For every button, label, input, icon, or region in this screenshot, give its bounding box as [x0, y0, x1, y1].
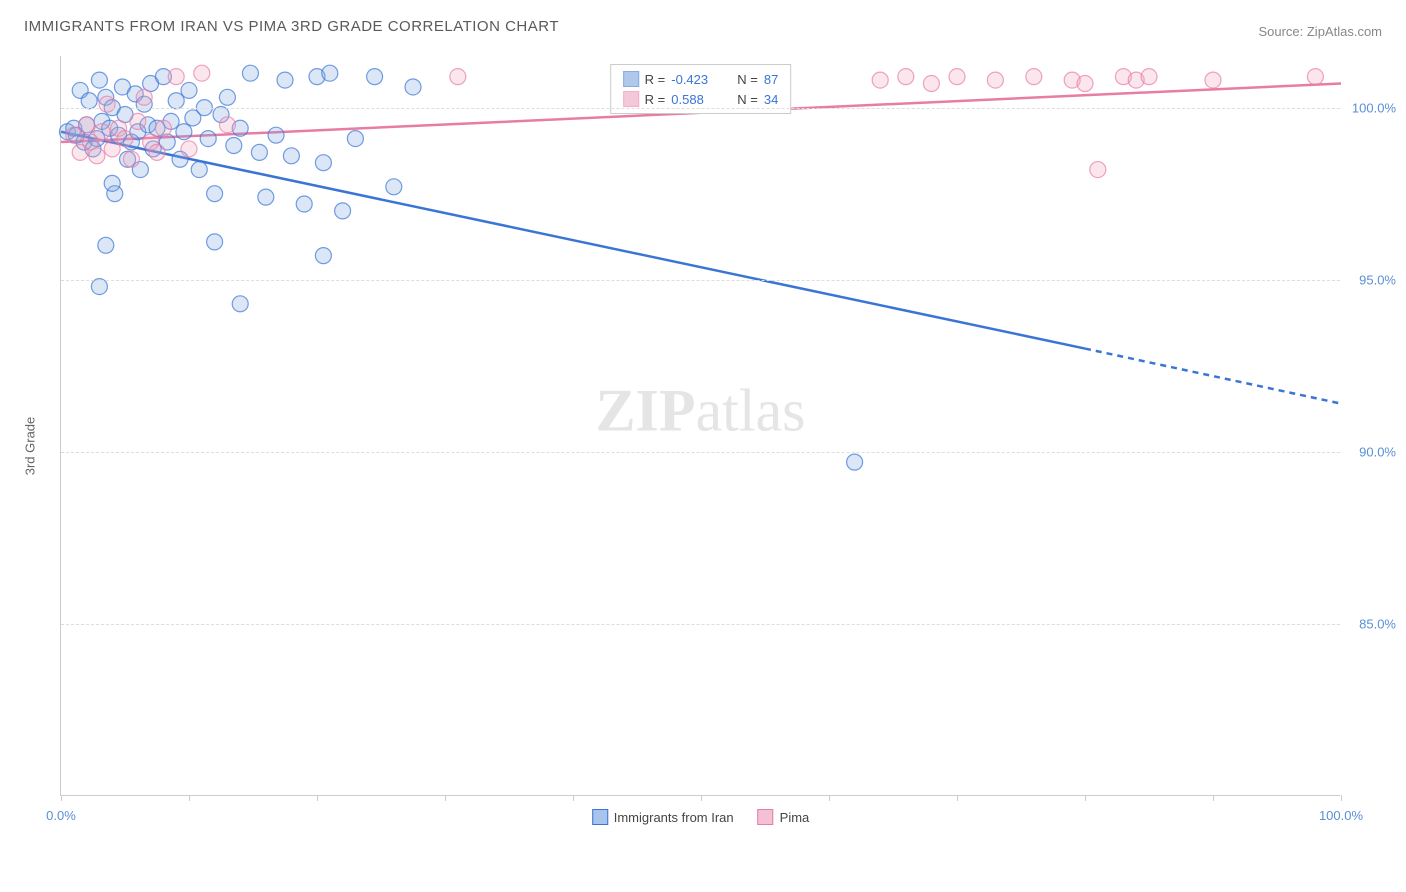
data-point — [207, 186, 223, 202]
data-point — [1026, 69, 1042, 85]
legend-item: Immigrants from Iran — [592, 809, 734, 825]
data-point — [1205, 72, 1221, 88]
xtick — [829, 795, 830, 801]
data-point — [232, 296, 248, 312]
gridline — [61, 108, 1340, 109]
data-point — [219, 89, 235, 105]
xtick — [317, 795, 318, 801]
legend-swatch — [623, 91, 639, 107]
data-point — [949, 69, 965, 85]
data-point — [200, 131, 216, 147]
data-point — [386, 179, 402, 195]
data-point — [1141, 69, 1157, 85]
regression-line-dashed — [1085, 349, 1341, 404]
y-axis-label: 3rd Grade — [23, 417, 38, 476]
data-point — [181, 141, 197, 157]
data-point — [872, 72, 888, 88]
data-point — [207, 234, 223, 250]
data-point — [104, 175, 120, 191]
stats-legend: R =-0.423N =87R =0.588N =34 — [610, 64, 792, 114]
data-point — [94, 124, 110, 140]
data-point — [194, 65, 210, 81]
data-point — [89, 148, 105, 164]
legend-item: Pima — [758, 809, 810, 825]
data-point — [251, 144, 267, 160]
data-point — [268, 127, 284, 143]
data-point — [168, 93, 184, 109]
xtick — [61, 795, 62, 801]
data-point — [450, 69, 466, 85]
data-point — [91, 72, 107, 88]
xtick — [957, 795, 958, 801]
gridline — [61, 280, 1340, 281]
chart-title: IMMIGRANTS FROM IRAN VS PIMA 3RD GRADE C… — [24, 18, 559, 35]
data-point — [66, 127, 82, 143]
legend-row: R =0.588N =34 — [623, 89, 779, 109]
legend-swatch — [623, 71, 639, 87]
plot-svg — [61, 56, 1340, 795]
ytick-label: 85.0% — [1359, 616, 1396, 631]
data-point — [258, 189, 274, 205]
data-point — [181, 82, 197, 98]
source-label: Source: ZipAtlas.com — [1258, 24, 1382, 39]
legend-row: R =-0.423N =87 — [623, 69, 779, 89]
data-point — [283, 148, 299, 164]
data-point — [98, 237, 114, 253]
data-point — [149, 144, 165, 160]
data-point — [123, 151, 139, 167]
data-point — [176, 124, 192, 140]
data-point — [347, 131, 363, 147]
data-point — [81, 93, 97, 109]
data-point — [104, 141, 120, 157]
data-point — [117, 131, 133, 147]
gridline — [61, 624, 1340, 625]
ytick-label: 95.0% — [1359, 272, 1396, 287]
data-point — [155, 120, 171, 136]
xtick — [189, 795, 190, 801]
data-point — [335, 203, 351, 219]
data-point — [847, 454, 863, 470]
data-point — [898, 69, 914, 85]
xtick — [445, 795, 446, 801]
legend-swatch — [592, 809, 608, 825]
data-point — [367, 69, 383, 85]
data-point — [277, 72, 293, 88]
data-point — [242, 65, 258, 81]
data-point — [923, 76, 939, 92]
xtick-label: 100.0% — [1319, 808, 1363, 823]
series-legend: Immigrants from Iran Pima — [592, 809, 810, 825]
xtick — [701, 795, 702, 801]
data-point — [405, 79, 421, 95]
data-point — [136, 89, 152, 105]
legend-label: Immigrants from Iran — [614, 810, 734, 825]
data-point — [987, 72, 1003, 88]
xtick — [1341, 795, 1342, 801]
data-point — [79, 117, 95, 133]
legend-swatch — [758, 809, 774, 825]
data-point — [1077, 76, 1093, 92]
xtick — [1085, 795, 1086, 801]
ytick-label: 90.0% — [1359, 444, 1396, 459]
data-point — [315, 248, 331, 264]
data-point — [191, 162, 207, 178]
xtick-label: 0.0% — [46, 808, 76, 823]
data-point — [315, 155, 331, 171]
ytick-label: 100.0% — [1352, 100, 1396, 115]
data-point — [91, 279, 107, 295]
xtick — [1213, 795, 1214, 801]
legend-label: Pima — [780, 810, 810, 825]
data-point — [1307, 69, 1323, 85]
data-point — [219, 117, 235, 133]
gridline — [61, 452, 1340, 453]
data-point — [296, 196, 312, 212]
xtick — [573, 795, 574, 801]
data-point — [226, 137, 242, 153]
data-point — [168, 69, 184, 85]
data-point — [99, 96, 115, 112]
data-point — [1090, 162, 1106, 178]
plot-area: ZIPatlas R =-0.423N =87R =0.588N =34 Imm… — [60, 56, 1340, 796]
data-point — [130, 113, 146, 129]
data-point — [322, 65, 338, 81]
